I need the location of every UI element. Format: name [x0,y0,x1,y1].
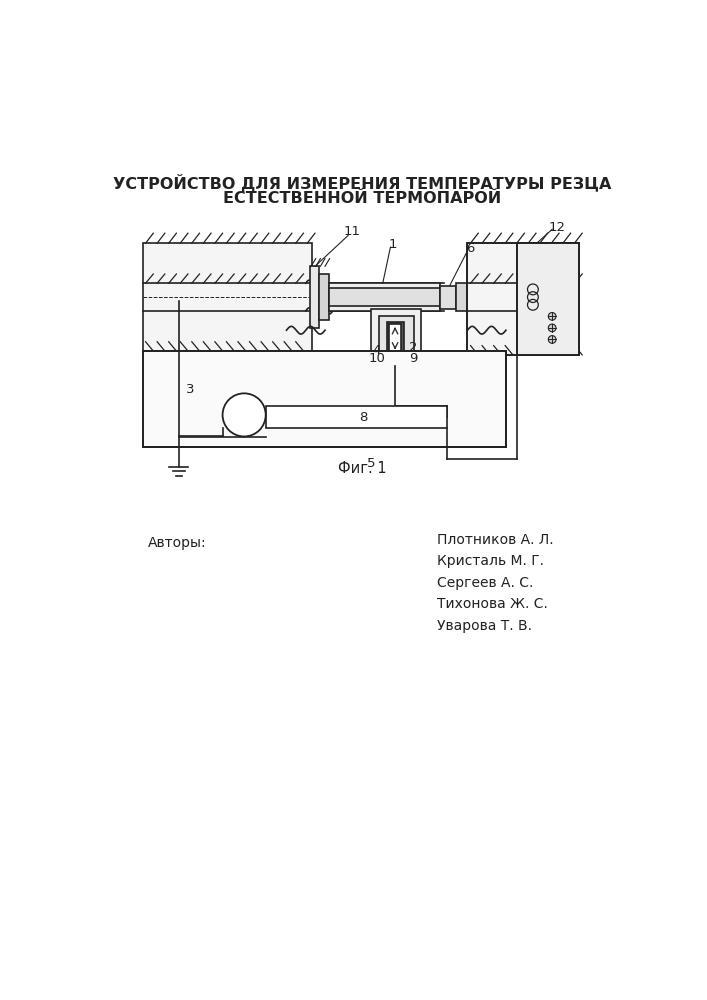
Bar [389,324,402,353]
Text: Уварова Т. В.: Уварова Т. В. [437,619,532,633]
Text: Фиг. 1: Фиг. 1 [338,461,386,476]
Bar [518,243,579,355]
Text: 5: 5 [367,457,375,470]
Circle shape [549,336,556,343]
Bar [440,286,456,309]
Text: 11: 11 [344,225,361,238]
Bar [467,243,579,355]
Text: 8: 8 [359,411,368,424]
Bar [518,243,579,355]
Text: 2: 2 [409,341,418,354]
Text: Сергеев А. С.: Сергеев А. С. [437,576,533,590]
Bar [143,351,506,447]
Text: 7: 7 [240,407,249,422]
Bar [319,274,329,320]
Text: 3: 3 [186,383,194,396]
Text: Кристаль М. Г.: Кристаль М. Г. [437,554,544,568]
Circle shape [223,393,266,436]
Text: 4: 4 [373,344,381,358]
Bar [379,316,414,360]
Bar [266,406,447,428]
Bar [467,243,579,355]
Text: Авторы:: Авторы: [148,536,206,550]
Bar [310,266,319,328]
Text: 10: 10 [368,352,385,365]
Text: 9: 9 [409,352,418,365]
Bar [387,322,404,355]
Bar [143,243,312,351]
Circle shape [549,312,556,320]
Text: Плотников А. Л.: Плотников А. Л. [437,533,554,547]
Bar [456,283,467,311]
Text: УСТРОЙСТВО ДЛЯ ИЗМЕРЕНИЯ ТЕМПЕРАТУРЫ РЕЗЦА: УСТРОЙСТВО ДЛЯ ИЗМЕРЕНИЯ ТЕМПЕРАТУРЫ РЕЗ… [112,174,611,192]
Text: ЕСТЕСТВЕННОЙ ТЕРМОПАРОЙ: ЕСТЕСТВЕННОЙ ТЕРМОПАРОЙ [223,191,501,206]
Text: 6: 6 [467,242,474,255]
Circle shape [549,324,556,332]
Text: 12: 12 [549,221,566,234]
Text: 1: 1 [389,238,397,251]
Bar [143,351,506,447]
Bar [371,309,421,366]
Bar [329,288,440,306]
Bar [329,283,440,311]
Text: Тихонова Ж. С.: Тихонова Ж. С. [437,597,547,611]
